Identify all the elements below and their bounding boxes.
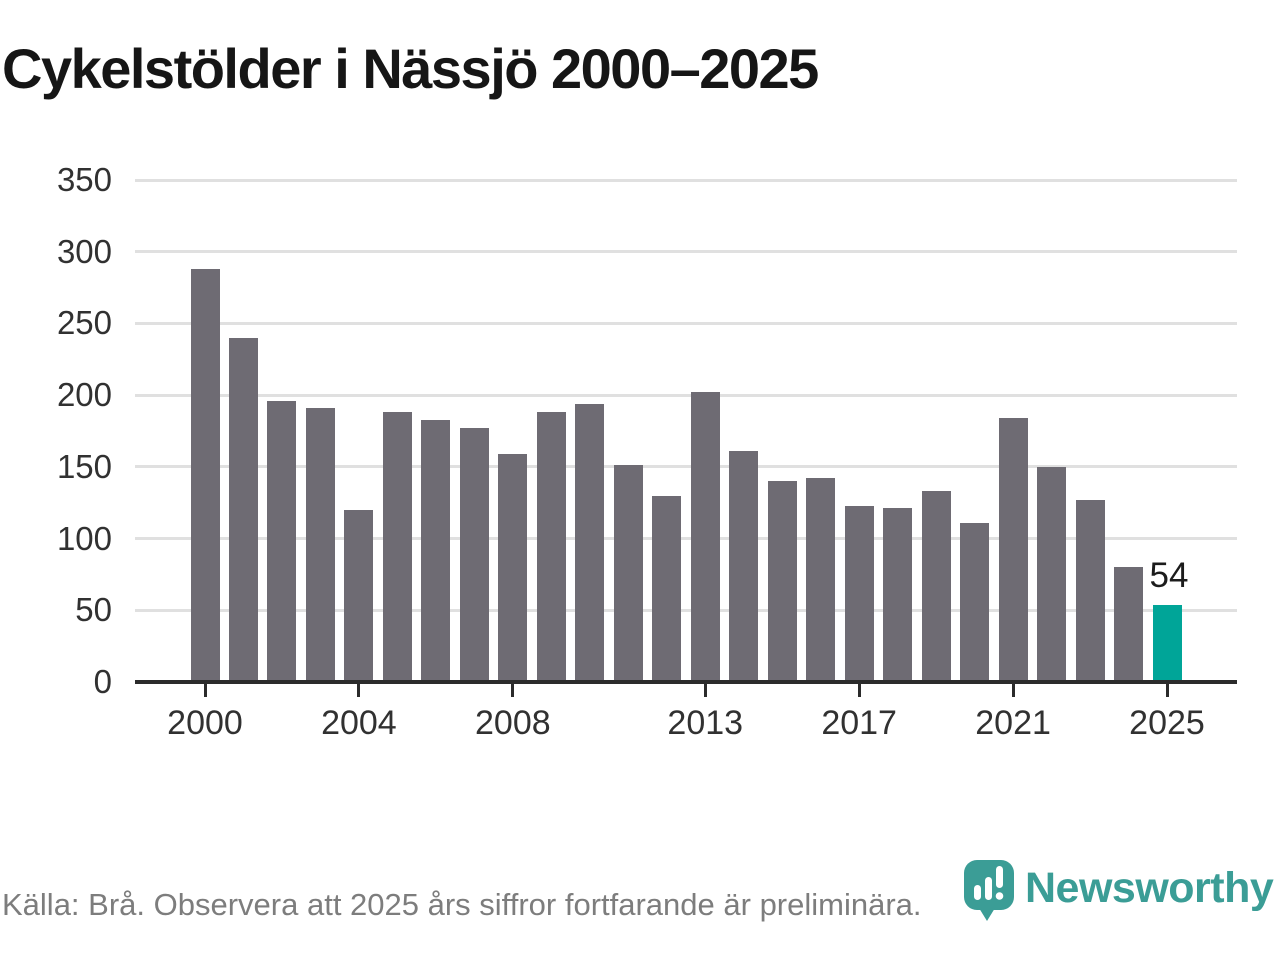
bar-2001 <box>228 337 258 682</box>
bar-2015 <box>767 481 797 682</box>
y-axis-tick-label-0: 0 <box>93 663 112 700</box>
x-axis-line <box>135 680 1237 684</box>
gridline-250 <box>135 321 1237 325</box>
bar-2022 <box>1037 466 1067 682</box>
bar-2010 <box>575 403 605 682</box>
bar-2008 <box>498 453 528 682</box>
bar-2014 <box>729 451 759 682</box>
bar-2021 <box>998 418 1028 682</box>
bar-2025 <box>1152 604 1182 682</box>
bar-2009 <box>536 412 566 682</box>
gridline-200 <box>135 393 1237 397</box>
x-axis-tick-2025 <box>1165 684 1169 697</box>
y-axis-tick-label-300: 300 <box>56 232 112 270</box>
bar-2002 <box>267 400 297 682</box>
bar-2006 <box>421 419 451 682</box>
bar-2018 <box>883 508 913 682</box>
y-axis-tick-label-150: 150 <box>56 447 112 485</box>
y-axis-tick-label-50: 50 <box>75 591 112 629</box>
y-axis-tick-label-350: 350 <box>56 161 112 198</box>
x-axis-tick-label-2025: 2025 <box>1129 704 1205 742</box>
newsworthy-wordmark: Newsworthy <box>1025 864 1274 912</box>
y-axis-tick-label-200: 200 <box>56 376 112 414</box>
gridline-350 <box>135 178 1237 182</box>
x-axis-tick-2017 <box>857 684 861 697</box>
bar-2004 <box>344 509 374 682</box>
x-axis-tick-label-2004: 2004 <box>321 704 397 742</box>
bar-2024 <box>1114 567 1144 682</box>
bar-2012 <box>652 495 682 682</box>
x-axis-tick-2008 <box>511 684 515 697</box>
x-axis-tick-label-2000: 2000 <box>167 704 243 742</box>
bar-2016 <box>806 478 836 682</box>
y-axis-tick-label-250: 250 <box>56 304 112 342</box>
bar-2019 <box>921 491 951 682</box>
newsworthy-pin-barchart-icon <box>964 860 1014 921</box>
highlight-value-label: 54 <box>1149 555 1189 595</box>
chart-title: Cykelstölder i Nässjö 2000–2025 <box>2 37 819 100</box>
gridline-100 <box>135 537 1237 541</box>
bar-2020 <box>960 522 990 682</box>
bar-2011 <box>613 465 643 682</box>
bar-2000 <box>190 268 220 682</box>
x-axis-tick-2000 <box>203 684 207 697</box>
newsworthy-logo: Newsworthy <box>961 858 1274 924</box>
x-axis-tick-label-2013: 2013 <box>667 704 744 742</box>
source-note: Källa: Brå. Observera att 2025 års siffr… <box>2 887 922 922</box>
gridline-300 <box>135 250 1237 254</box>
bar-2013 <box>690 392 720 682</box>
x-axis-tick-label-2021: 2021 <box>975 704 1051 742</box>
x-axis-tick-label-2017: 2017 <box>821 704 897 742</box>
x-axis-tick-2013 <box>703 684 707 697</box>
bar-2017 <box>844 505 874 682</box>
gridline-50 <box>135 608 1237 612</box>
y-axis-tick-label-100: 100 <box>56 519 112 557</box>
x-axis-tick-label-2008: 2008 <box>475 704 551 742</box>
bar-2003 <box>305 408 335 682</box>
bar-2005 <box>382 412 412 682</box>
gridline-150 <box>135 465 1237 469</box>
x-axis-tick-2004 <box>357 684 361 697</box>
bar-2007 <box>459 428 489 682</box>
x-axis-tick-2021 <box>1011 684 1015 697</box>
bar-2023 <box>1075 499 1105 682</box>
